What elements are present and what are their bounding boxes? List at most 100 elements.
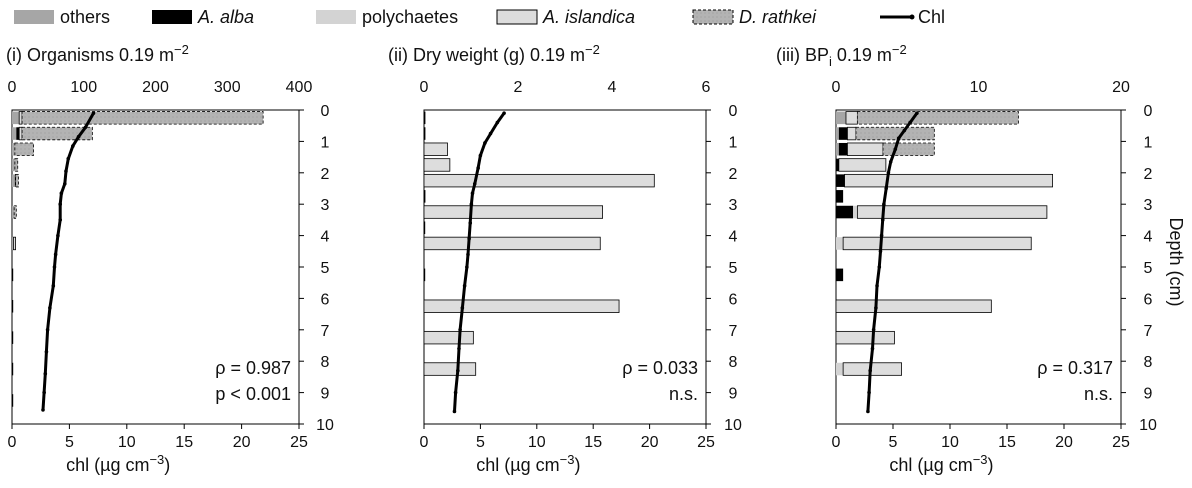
chl-point — [874, 306, 878, 310]
panel-title: (ii) Dry weight (g) 0.19 m−2 — [388, 42, 600, 65]
stat-annotation: p < 0.001 — [215, 384, 291, 404]
chl-point — [45, 328, 50, 332]
stat-annotation: ρ = 0.317 — [1037, 358, 1113, 378]
legend-swatch-others — [14, 10, 54, 24]
depth-tick-label: 7 — [1144, 323, 1153, 340]
depth-tick-label: 0 — [321, 103, 330, 120]
depth-tick-label: 9 — [729, 386, 738, 403]
chl-point — [64, 169, 68, 174]
legend-label-aisl: A. islandica — [542, 7, 635, 27]
stat-annotation: ρ = 0.033 — [622, 358, 698, 378]
legend-label-drath: D. rathkei — [739, 7, 817, 27]
depth-tick-label: 5 — [321, 260, 330, 277]
legend-marker-chl — [909, 14, 915, 20]
chl-point — [469, 202, 474, 206]
legend-label-others: others — [60, 7, 110, 27]
depth-tick-label: 10 — [1139, 417, 1157, 434]
depth-tick-label: 0 — [729, 103, 738, 120]
bar-segment-aalba — [12, 362, 14, 376]
bar-segment-aisl — [844, 173, 1053, 188]
chl-point — [48, 306, 52, 310]
depth-tick-label: 6 — [729, 291, 738, 308]
chl-point — [884, 186, 888, 191]
bar-segment-aisl — [423, 173, 655, 188]
legend-label-poly: polychaetes — [362, 7, 458, 27]
bar-segment-aisl — [423, 236, 601, 251]
chl-point — [457, 346, 461, 351]
bar-segment-aalba — [16, 127, 20, 140]
bar-segment-aalba — [836, 205, 854, 219]
bar-segment-aalba — [838, 127, 848, 140]
bar-segment-aisl — [838, 158, 887, 172]
bar-segment-aisl — [423, 205, 604, 219]
chl-point — [870, 346, 875, 351]
bottom-axis-tick-label: 20 — [233, 434, 251, 451]
chl-point — [886, 171, 891, 175]
depth-axis-title: Depth (cm) — [1166, 217, 1186, 306]
chl-point — [458, 328, 462, 332]
legend: others A. alba polychaetes A. islandica D. r… — [14, 7, 945, 27]
stat-annotation: ρ = 0.987 — [215, 358, 291, 378]
bar-segment-aalba — [836, 190, 844, 203]
top-axis-tick-label: 4 — [608, 79, 617, 96]
chl-point — [902, 128, 907, 133]
bar-segment-aalba — [424, 111, 426, 125]
chl-point — [878, 249, 883, 254]
top-axis-tick-label: 100 — [70, 79, 97, 96]
depth-tick-label: 6 — [1144, 291, 1153, 308]
chl-point — [466, 252, 470, 257]
bar-segment-aalba — [836, 174, 845, 187]
bar-segment-others — [12, 158, 15, 172]
bar-segment-aalba — [14, 174, 17, 187]
bar-segment-poly — [836, 362, 844, 376]
chl-point — [456, 368, 460, 373]
chl-point — [495, 120, 500, 125]
legend-label-aalba: A. alba — [197, 7, 254, 27]
chl-point — [43, 371, 48, 376]
chl-point — [908, 120, 912, 125]
bar-segment-aisl — [842, 362, 902, 376]
chl-point — [63, 181, 67, 186]
bar-segment-aisl — [423, 158, 451, 172]
bar-segment-aalba — [836, 158, 839, 172]
depth-tick-label: 3 — [729, 197, 738, 214]
depth-tick-label: 8 — [1144, 354, 1153, 371]
chl-point — [462, 284, 467, 288]
bar-segment-drath — [855, 126, 935, 141]
stat-annotation: n.s. — [1084, 384, 1113, 404]
depth-tick-label: 8 — [729, 354, 738, 371]
chl-line — [866, 112, 919, 412]
chl-point — [468, 221, 473, 225]
bar-segment-aisl — [18, 111, 23, 125]
bar-segment-aalba — [12, 268, 14, 282]
bar-segment-aalba — [836, 268, 844, 282]
chl-point — [880, 218, 885, 222]
top-axis-tick-label: 0 — [8, 79, 17, 96]
chl-point — [44, 349, 49, 354]
chl-point — [56, 233, 60, 238]
chl-point — [470, 191, 475, 196]
bottom-axis-tick-label: 10 — [941, 434, 959, 451]
chl-point — [879, 233, 884, 238]
chl-point — [42, 390, 46, 395]
bottom-axis-tick-label: 25 — [697, 434, 715, 451]
chl-point — [52, 265, 57, 269]
panel-title: (i) Organisms 0.19 m−2 — [6, 42, 189, 65]
top-axis-tick-label: 0 — [832, 79, 841, 96]
chl-point — [871, 328, 876, 332]
panel-1: (i) Organisms 0.19 m−20 100 200 300 40001234… — [6, 42, 334, 475]
chl-point — [896, 136, 901, 141]
chl-point — [888, 160, 893, 164]
depth-tick-label: 10 — [316, 417, 334, 434]
depth-tick-label: 5 — [1144, 260, 1153, 277]
top-axis-tick-label: 300 — [214, 79, 241, 96]
bar-segment-aalba — [12, 331, 14, 344]
bar-segment-aalba — [424, 268, 426, 282]
depth-tick-label: 3 — [1144, 197, 1153, 214]
bottom-axis-tick-label: 15 — [175, 434, 193, 451]
bottom-axis-tick-label: 15 — [998, 434, 1016, 451]
bar-segment-drath — [14, 158, 19, 172]
bottom-axis-tick-label: 20 — [641, 434, 659, 451]
depth-tick-label: 4 — [1144, 229, 1153, 246]
